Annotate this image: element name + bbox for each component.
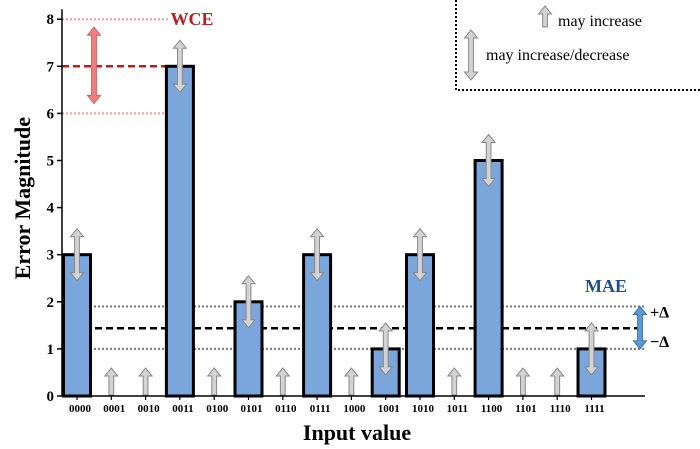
bar-arrow-0000 [69,227,85,282]
up-arrow-icon [537,5,553,28]
plus-delta-label: +Δ [650,305,669,322]
bar-arrow-0100 [206,367,222,396]
bar-arrow-1001 [378,322,394,376]
bar-arrow-1010 [412,227,428,282]
x-tick-label-0001: 0001 [103,403,125,415]
x-axis-title: Input value [303,420,411,445]
bar-arrow-0001 [103,367,119,396]
legend-label-may-increase: may increase [558,13,642,30]
x-tick-label-0101: 0101 [241,403,263,415]
x-tick-label-0000: 0000 [69,403,92,415]
bar-arrow-1110 [549,367,565,396]
y-tick-label-2: 2 [47,295,55,311]
x-tick-label-0111: 0111 [310,403,331,415]
x-tick-label-0010: 0010 [138,403,161,415]
legend-border [455,0,700,91]
double-arrow-icon [463,29,479,81]
x-tick-label-1100: 1100 [481,403,503,415]
bar-0011 [164,64,195,398]
x-tick-label-0110: 0110 [275,403,297,415]
y-tick-label-6: 6 [47,106,55,122]
x-tick-label-1011: 1011 [447,403,468,415]
bar-arrow-1100 [481,133,497,188]
x-tick-label-0100: 0100 [206,403,229,415]
y-tick-label-0: 0 [47,389,55,405]
mae-delta-arrow [632,305,648,350]
x-tick-label-1101: 1101 [515,403,536,415]
x-tick-label-1010: 1010 [412,403,435,415]
bar-arrow-0111 [309,227,325,282]
y-tick-label-1: 1 [47,342,55,358]
y-tick-label-3: 3 [47,248,55,264]
y-tick-label-7: 7 [47,59,55,75]
bar-arrow-0110 [275,367,291,396]
y-tick-label-8: 8 [47,12,55,28]
y-axis-title: Error Magnitude [10,117,35,280]
bar-arrow-1101 [515,367,531,396]
mae-label: MAE [585,276,627,296]
x-tick-label-1000: 1000 [343,403,366,415]
wce-label: WCE [170,9,213,29]
y-tick-label-4: 4 [47,201,55,217]
legend: may increase may increase/decrease [455,0,700,91]
bar-arrow-1011 [446,367,462,396]
bar-1100 [473,159,504,398]
bar-arrow-0010 [138,367,154,396]
bar-arrow-1000 [343,367,359,396]
minus-delta-label: −Δ [650,334,669,351]
bar-arrow-0101 [240,275,257,329]
bar-arrow-0011 [172,39,188,94]
legend-label-may-increase-decrease: may increase/decrease [486,47,629,64]
wce-range-arrow [86,26,102,105]
x-tick-label-1110: 1110 [550,403,571,415]
x-tick-label-1001: 1001 [378,403,400,415]
y-tick-label-5: 5 [47,154,55,170]
x-tick-label-0011: 0011 [172,403,193,415]
x-tick-label-1111: 1111 [584,403,604,415]
bar-arrow-1111 [583,322,600,376]
